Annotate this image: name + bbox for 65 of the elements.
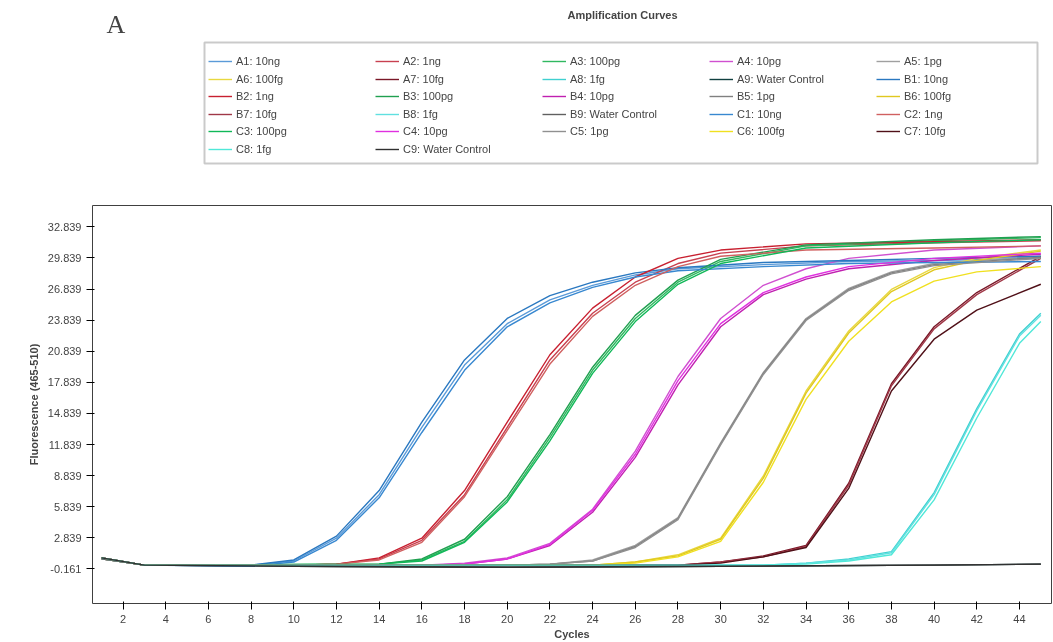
y-tick-label: -0.161 [50,562,82,575]
x-tick-label: 20 [501,612,514,625]
legend-label: A8: 1fg [570,72,606,85]
y-tick-label: 17.839 [47,376,82,389]
legend-label: A7: 10fg [403,72,445,85]
x-tick-label: 18 [458,612,471,625]
legend-label: B4: 10pg [570,90,616,102]
legend-label: C8: 1fg [236,142,273,155]
y-tick-label: 32.839 [47,220,82,233]
y-tick-label: 29.839 [47,251,82,264]
text: A [106,10,126,39]
legend-label: C1: 10ng [737,107,783,120]
legend-label: B7: 10fg [236,107,278,120]
legend-label: C6: 100fg [737,125,786,137]
x-tick-label: 32 [757,612,770,625]
legend-label: B1: 10ng [904,72,950,85]
x-tick-label: 16 [415,612,428,625]
legend-label: B8: 1fg [403,107,439,120]
x-tick-label: 2 [119,612,127,625]
x-tick-label: 34 [799,612,813,625]
x-tick-label: 4 [162,612,169,625]
legend-label: B5: 1pg [737,90,776,102]
y-tick-label: 2.839 [53,531,82,544]
x-tick-label: 44 [1013,612,1026,625]
legend-label: B3: 100pg [403,90,455,102]
x-tick-label: 42 [970,612,983,625]
chart-title: Amplification Curves [567,8,678,21]
legend-label: A6: 100fg [236,72,285,85]
x-tick-label: 6 [205,612,212,625]
y-axis-title: Fluorescence (465-510) [27,343,40,466]
legend-label: C9: Water Control [403,142,492,155]
y-tick-label: 20.839 [47,345,82,358]
legend-label: C2: 1ng [904,107,944,120]
y-tick-label: 11.839 [48,438,82,451]
x-tick-label: 30 [714,612,727,625]
legend-label: A2: 1ng [403,55,442,67]
x-tick-label: 22 [543,612,557,625]
x-axis-title: Cycles [554,627,590,640]
legend-label: B9: Water Control [570,107,658,120]
x-tick-label: 10 [287,612,300,625]
legend-label: A4: 10pg [737,55,783,67]
legend-label: C5: 1pg [570,125,610,137]
legend-label: A9: Water Control [737,72,825,85]
x-tick-label: 24 [586,612,599,625]
x-tick-label: 12 [330,612,343,625]
y-tick-label: 26.839 [47,283,82,296]
legend-label: C3: 100pg [236,125,288,137]
legend-label: C4: 10pg [403,125,449,137]
x-tick-label: 8 [248,612,255,625]
legend-label: B6: 100fg [904,90,953,102]
legend-label: C7: 10fg [904,125,947,137]
y-tick-label: 23.839 [47,314,82,327]
y-tick-label: 5.839 [53,500,82,513]
x-tick-label: 40 [927,612,941,625]
y-tick-label: 8.839 [53,469,82,482]
x-tick-label: 26 [629,612,642,625]
legend-label: B2: 1ng [236,90,275,102]
legend-label: A3: 100pg [570,55,622,67]
x-tick-label: 14 [373,612,386,625]
legend-label: A1: 10ng [236,55,282,67]
y-tick-label: 14.839 [47,407,82,420]
x-tick-label: 38 [885,612,898,625]
x-tick-label: 28 [671,612,685,625]
legend-label: A5: 1pg [904,55,943,67]
x-tick-label: 36 [842,612,855,625]
